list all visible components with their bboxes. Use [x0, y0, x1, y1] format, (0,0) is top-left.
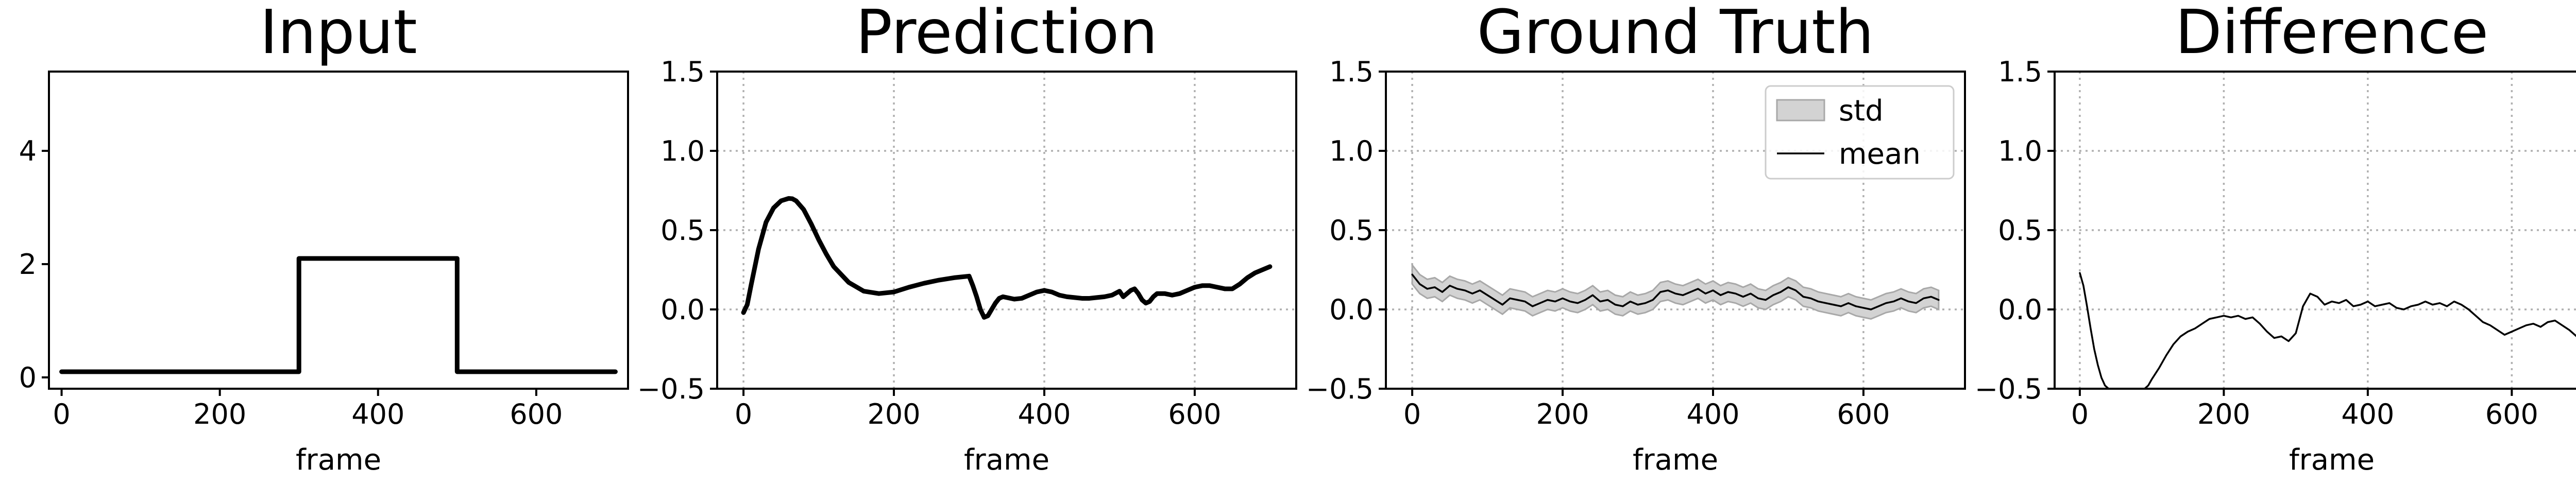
- x-tick-label: 0: [2071, 398, 2089, 430]
- x-tick-label: 400: [2341, 398, 2394, 430]
- y-tick-label: 0.5: [660, 214, 705, 247]
- y-tick-label: 1.5: [1998, 56, 2042, 88]
- mean-line: [2079, 272, 2576, 389]
- x-tick-label: 200: [867, 398, 920, 430]
- x-tick-label: 600: [1837, 398, 1890, 430]
- y-tick-label: 0.0: [660, 293, 705, 326]
- x-tick-label: 600: [2485, 398, 2538, 430]
- plot-area: [741, 196, 1273, 320]
- x-axis-label: frame: [296, 443, 381, 477]
- x-tick-label: 0: [735, 398, 752, 430]
- y-tick-label: 1.0: [660, 135, 705, 167]
- y-tick-label: 4: [19, 135, 37, 167]
- x-axis-label: frame: [1633, 443, 1718, 477]
- y-tick-label: 1.5: [1329, 56, 1374, 88]
- y-tick-label: 1.5: [660, 56, 705, 88]
- x-tick-label: 400: [1018, 398, 1071, 430]
- series-line: [59, 256, 618, 374]
- mean-line: [1411, 273, 1940, 310]
- x-tick-label: 200: [193, 398, 246, 430]
- chart-panel-3: 0 200 400 600 −0.5 0.0 0.5 1.0 1.5 Ground Truth fr…: [1306, 0, 1966, 477]
- std-band: [1411, 263, 1940, 320]
- plot-area: [59, 256, 618, 374]
- chart-panel-1: 0 200 400 600 0 2 4 Input frame: [19, 0, 629, 477]
- legend-label-std: std: [1839, 94, 1884, 128]
- plot-area: [2079, 272, 2576, 389]
- chart-title: Difference: [2175, 0, 2488, 67]
- x-tick-label: 200: [1536, 398, 1589, 430]
- x-tick-label: 0: [1403, 398, 1421, 430]
- chart-panel-4: 0 200 400 600 −0.5 0.0 0.5 1.0 1.5 Difference fram…: [1975, 0, 2576, 477]
- y-tick-label: 1.0: [1329, 135, 1374, 167]
- legend: std mean: [1765, 85, 1955, 180]
- x-axis-label: frame: [964, 443, 1049, 477]
- x-tick-label: 600: [1168, 398, 1221, 430]
- axes-frame: [48, 71, 629, 390]
- y-tick-label: 0.5: [1329, 214, 1374, 247]
- y-tick-label: 0: [19, 361, 37, 394]
- y-tick-label: 0.0: [1329, 293, 1374, 326]
- plot-area: [1411, 263, 1940, 320]
- x-tick-label: 200: [2197, 398, 2250, 430]
- chart-panel-2: 0 200 400 600 −0.5 0.0 0.5 1.0 1.5 Prediction fram…: [637, 0, 1297, 477]
- legend-label-mean: mean: [1839, 137, 1921, 171]
- x-tick-label: 400: [351, 398, 404, 430]
- y-tick-label: 1.0: [1998, 135, 2042, 167]
- y-tick-label: 0.5: [1998, 214, 2042, 247]
- x-tick-label: 400: [1686, 398, 1739, 430]
- y-tick-label: −0.5: [1975, 373, 2042, 405]
- x-tick-label: 600: [510, 398, 563, 430]
- x-tick-label: 0: [53, 398, 70, 430]
- chart-title: Ground Truth: [1477, 0, 1874, 67]
- series-line: [741, 196, 1273, 320]
- x-axis-label: frame: [2289, 443, 2375, 477]
- y-tick-label: −0.5: [637, 373, 705, 405]
- legend-swatch-std: [1776, 99, 1825, 122]
- chart-title: Prediction: [856, 0, 1158, 67]
- y-tick-label: 0.0: [1998, 293, 2042, 326]
- y-tick-label: 2: [19, 248, 37, 281]
- chart-title: Input: [260, 0, 417, 67]
- y-tick-label: −0.5: [1306, 373, 1374, 405]
